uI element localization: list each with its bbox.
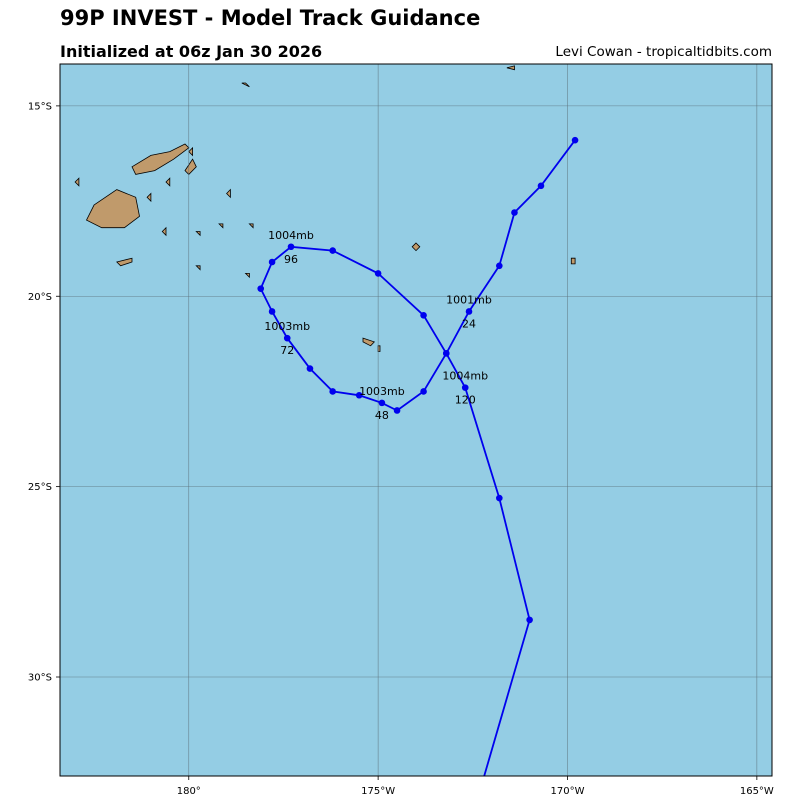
forecast-hour-label: 72 [280,344,294,357]
track-point [420,311,427,319]
x-tick-label: 170°W [550,786,584,797]
track-point [268,308,276,315]
track-point [461,384,469,391]
island [461,49,484,60]
island [570,257,576,265]
pressure-label: 1001mb [446,293,492,306]
island [74,177,80,187]
forecast-hour-label: 96 [284,253,298,266]
forecast-hour-label: 120 [455,394,476,407]
island [85,189,140,229]
island [161,226,167,237]
island [241,82,250,88]
init-time-subtitle: Initialized at 06z Jan 30 2026 [60,42,323,61]
x-tick-label: 180° [177,786,201,797]
track-point [465,308,473,315]
track-point [526,616,533,624]
island [188,146,194,157]
track-point [306,365,314,372]
track-point [442,350,450,357]
island [195,265,201,271]
track-point [355,391,363,399]
island [195,231,201,237]
track-point [329,388,336,395]
pressure-label: 1004mb [442,370,488,383]
credit-text: Levi Cowan - tropicaltidbits.com [555,44,772,60]
track-point [378,399,386,407]
forecast-hour-label: 48 [375,409,389,422]
pressure-label: 1003mb [264,320,310,333]
island [165,177,171,187]
pressure-label: 1003mb [359,385,405,398]
track-point [496,262,503,270]
x-tick-label: 165°W [740,786,774,797]
island [244,272,250,279]
track-point [537,182,545,190]
y-tick-label: 30°S [28,673,52,684]
track-point [374,270,382,277]
forecast-hour-label: 24 [462,317,476,330]
y-tick-label: 15°S [28,101,52,112]
island [146,192,152,203]
track-point [511,209,518,216]
map-frame [59,63,773,777]
island [116,257,133,267]
island [218,223,224,229]
track-point [268,258,276,266]
track-point [283,334,291,342]
pressure-label: 1004mb [268,229,314,242]
island [362,337,376,347]
island [248,223,254,229]
island [184,158,197,175]
track-point [393,407,401,414]
y-tick-label: 25°S [28,482,52,493]
track-point [329,247,336,254]
ocean-background [60,64,772,776]
track-point [287,243,295,251]
track-point [257,285,265,292]
y-tick-label: 20°S [28,292,52,303]
track-point [496,494,503,502]
island [411,242,421,252]
x-tick-label: 175°W [361,786,395,797]
page-title: 99P INVEST - Model Track Guidance [60,6,481,30]
track-point [571,136,579,144]
island [226,188,231,199]
island [506,65,515,71]
track-point [420,388,427,395]
